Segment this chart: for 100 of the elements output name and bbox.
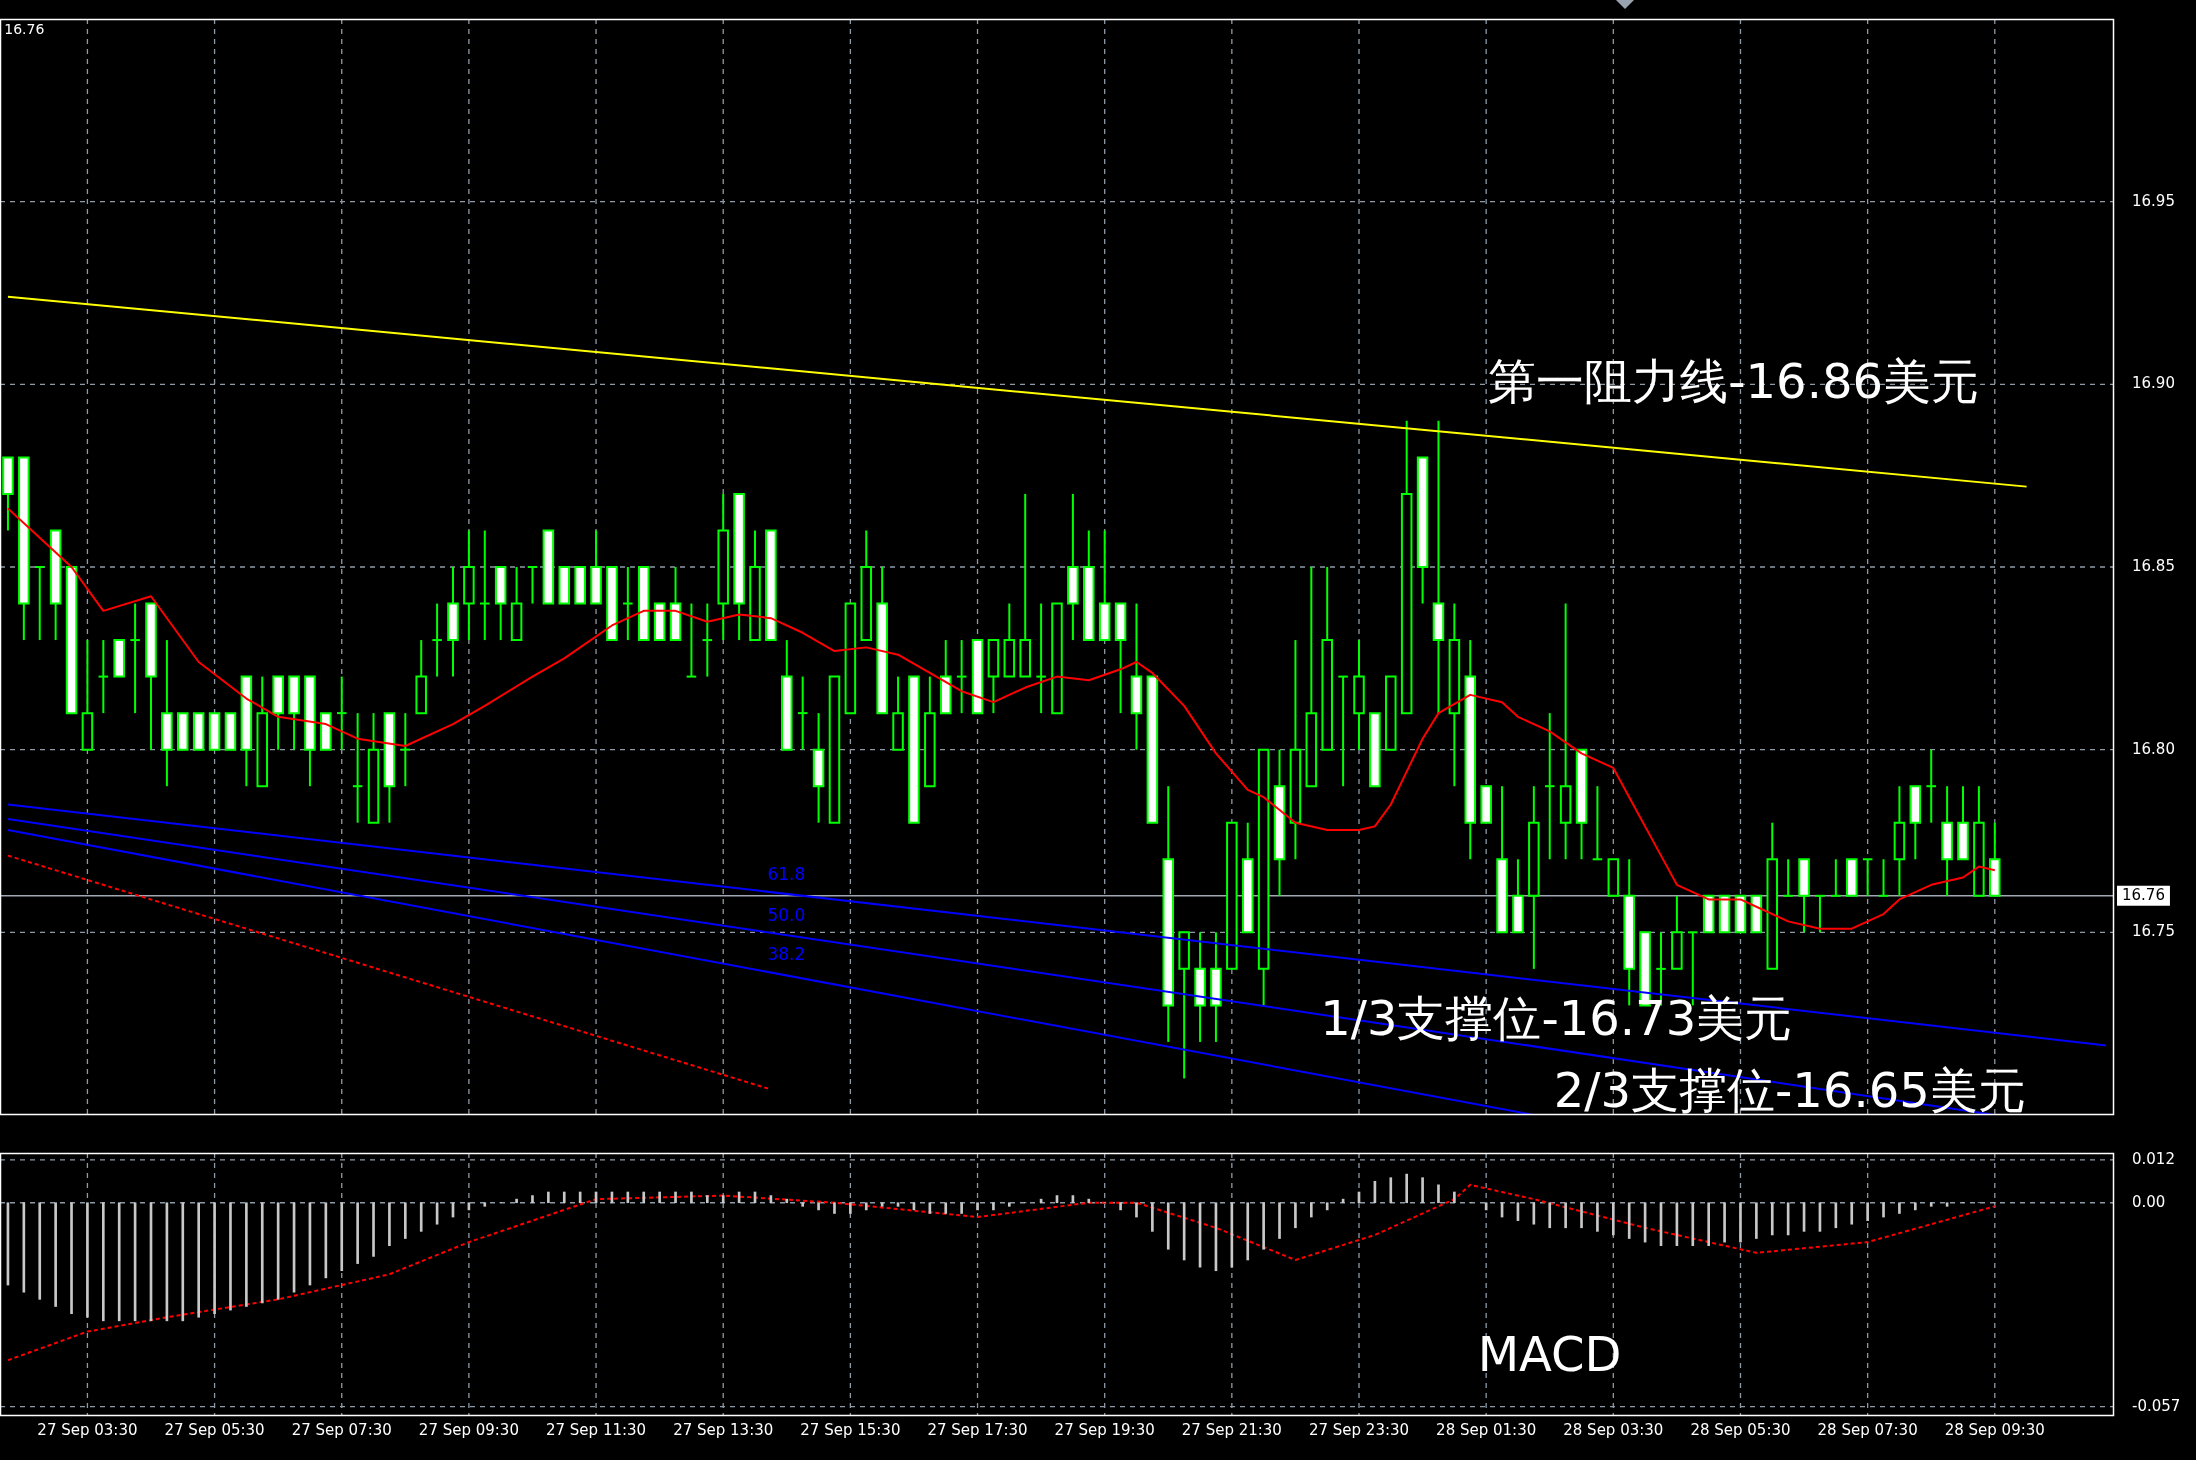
- bar: [801, 1202, 805, 1207]
- bar: [1755, 1202, 1758, 1239]
- bar: [1278, 1202, 1281, 1239]
- bar: [944, 1202, 948, 1214]
- x-tick-label: 27 Sep 15:30: [800, 1420, 901, 1439]
- bar: [880, 1202, 884, 1207]
- bar: [547, 1191, 550, 1204]
- bar: [1627, 1202, 1631, 1239]
- bar: [1929, 1202, 1933, 1207]
- candlestick: [1830, 858, 1842, 897]
- bar: [229, 1202, 232, 1311]
- bar: [1421, 1177, 1424, 1204]
- bar: [1866, 1202, 1869, 1221]
- candlestick: [351, 712, 364, 824]
- annotation: MACD: [1477, 1325, 1622, 1382]
- candlestick: [431, 602, 443, 678]
- x-tick-label: 28 Sep 07:30: [1817, 1420, 1918, 1439]
- candlestick: [97, 639, 110, 715]
- y-tick-label: -0.057: [2132, 1396, 2181, 1415]
- annotation: 第一阻力线-16.86美元: [1488, 352, 1979, 409]
- bar: [1945, 1202, 1949, 1207]
- bar: [1564, 1202, 1567, 1229]
- x-tick-label: 27 Sep 07:30: [291, 1420, 392, 1439]
- x-tick-label: 27 Sep 23:30: [1308, 1420, 1410, 1439]
- bar: [260, 1202, 264, 1304]
- annotation: 16.76: [4, 21, 45, 38]
- bar: [976, 1202, 979, 1211]
- bar: [117, 1202, 121, 1322]
- bar: [817, 1202, 820, 1211]
- bar: [197, 1202, 201, 1318]
- series-label: 61.8: [767, 864, 806, 885]
- candlestick: [1925, 748, 1937, 824]
- bar: [1898, 1202, 1901, 1214]
- bar: [403, 1202, 407, 1239]
- bar: [658, 1191, 661, 1204]
- bar: [388, 1202, 391, 1247]
- bar: [101, 1202, 105, 1322]
- bar: [1850, 1202, 1854, 1225]
- y-tick-label: 16.90: [2132, 374, 2175, 393]
- candlestick: [1337, 675, 1349, 788]
- bar: [849, 1202, 852, 1214]
- x-tick-label: 27 Sep 05:30: [164, 1420, 265, 1439]
- bar: [785, 1198, 789, 1204]
- bar: [1691, 1202, 1695, 1247]
- bar: [1913, 1202, 1917, 1211]
- bar: [960, 1202, 963, 1214]
- y-tick-label: 16.85: [2132, 556, 2175, 575]
- bar: [1246, 1202, 1250, 1261]
- bar: [356, 1202, 359, 1264]
- bar: [833, 1202, 836, 1214]
- bar: [531, 1195, 534, 1204]
- bar: [1007, 1202, 1011, 1207]
- bar: [372, 1202, 375, 1257]
- bar: [1580, 1202, 1583, 1229]
- bar: [1135, 1202, 1138, 1218]
- bar: [1405, 1173, 1409, 1204]
- bar: [992, 1202, 995, 1211]
- bar: [1389, 1177, 1393, 1204]
- x-tick-label: 27 Sep 19:30: [1054, 1420, 1155, 1439]
- candlestick: [1877, 858, 1890, 897]
- x-tick-label: 27 Sep 09:30: [418, 1420, 519, 1439]
- candlestick: [796, 675, 809, 751]
- candlestick: [1861, 858, 1874, 897]
- x-tick-label: 27 Sep 03:30: [37, 1420, 138, 1439]
- y-tick-label: 0.012: [2132, 1149, 2175, 1168]
- bar: [1119, 1202, 1122, 1211]
- bar: [1596, 1202, 1599, 1232]
- bar: [864, 1202, 868, 1211]
- series-label: 38.2: [767, 944, 806, 965]
- bar: [1453, 1191, 1456, 1204]
- ref-line-label: 16.76: [2122, 885, 2165, 904]
- candlestick: [685, 602, 698, 678]
- bar: [896, 1202, 900, 1207]
- bar: [1723, 1202, 1726, 1243]
- bar: [642, 1191, 646, 1204]
- x-tick-label: 28 Sep 03:30: [1563, 1420, 1664, 1439]
- candlestick: [335, 675, 348, 751]
- y-tick-label: 16.80: [2132, 739, 2175, 758]
- bar: [1770, 1202, 1774, 1236]
- bar: [1309, 1202, 1313, 1218]
- y-tick-label: 0.00: [2132, 1192, 2166, 1211]
- bar: [245, 1202, 248, 1307]
- bar: [1437, 1184, 1440, 1204]
- candlestick: [399, 712, 412, 788]
- bar: [1707, 1202, 1711, 1247]
- candlestick: [1591, 785, 1604, 861]
- bar: [1166, 1202, 1170, 1250]
- x-tick-label: 27 Sep 11:30: [545, 1420, 647, 1439]
- x-tick-label: 27 Sep 13:30: [673, 1420, 774, 1439]
- y-tick-label: 16.75: [2132, 922, 2175, 941]
- candlestick: [526, 566, 539, 605]
- candlestick: [1782, 858, 1794, 897]
- bar: [419, 1202, 423, 1232]
- candlestick: [622, 566, 634, 642]
- candlestick: [1035, 602, 1047, 715]
- bar: [1325, 1202, 1329, 1211]
- bar: [1262, 1202, 1265, 1250]
- bar: [515, 1198, 518, 1204]
- candlestick: [1814, 894, 1826, 934]
- bar: [70, 1202, 73, 1314]
